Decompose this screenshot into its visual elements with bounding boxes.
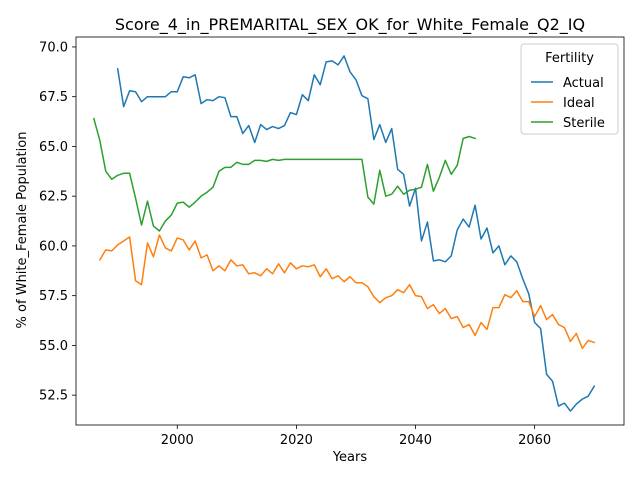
y-tick-label: 67.5 — [39, 90, 68, 105]
legend-label-sterile: Sterile — [563, 116, 605, 131]
series-line-ideal — [98, 234, 596, 350]
y-tick-label: 62.5 — [39, 190, 68, 205]
y-axis-label: % of White_Female Population — [15, 132, 30, 329]
x-axis: 2000 2020 2040 2060 — [161, 425, 551, 448]
axes-frame — [75, 36, 625, 426]
legend-label-ideal: Ideal — [563, 96, 595, 111]
y-tick-label: 70.0 — [39, 40, 68, 55]
y-axis: 52.5 55.0 57.5 60.0 62.5 65.0 67.5 70.0 — [39, 40, 76, 404]
y-tick-label: 60.0 — [39, 239, 68, 254]
legend-box — [520, 43, 619, 135]
x-tick-label: 2040 — [399, 433, 432, 448]
legend-title: Fertility — [545, 51, 594, 66]
x-tick-label: 2000 — [161, 433, 194, 448]
series-line-sterile — [92, 117, 477, 232]
plot-area — [75, 36, 625, 426]
y-tick-label: 65.0 — [39, 140, 68, 155]
legend: Fertility Actual Ideal Sterile — [520, 43, 619, 135]
y-tick-label: 52.5 — [39, 389, 68, 404]
chart-title: Score_4_in_PREMARITAL_SEX_OK_for_White_F… — [115, 15, 585, 35]
y-tick-label: 55.0 — [39, 339, 68, 354]
x-axis-label: Years — [332, 450, 368, 465]
legend-label-actual: Actual — [563, 76, 604, 91]
x-tick-label: 2060 — [518, 433, 551, 448]
y-tick-label: 57.5 — [39, 289, 68, 304]
series-line-actual — [116, 55, 596, 412]
x-tick-label: 2020 — [280, 433, 313, 448]
